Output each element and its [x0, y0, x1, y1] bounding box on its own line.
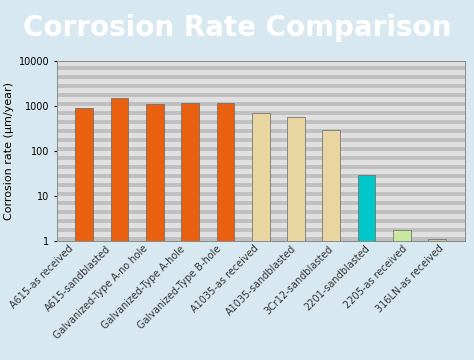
Bar — [57, 106, 465, 111]
Bar — [57, 93, 465, 97]
Bar — [57, 232, 465, 237]
Text: A615-as received: A615-as received — [9, 244, 75, 310]
Bar — [287, 117, 305, 360]
Text: Corrosion Rate Comparison: Corrosion Rate Comparison — [23, 14, 451, 42]
Bar — [57, 120, 465, 124]
Bar — [57, 75, 465, 79]
Text: 2205-as received: 2205-as received — [342, 244, 409, 310]
Bar — [57, 79, 465, 84]
Bar — [57, 111, 465, 115]
Text: Galvanized-Type A-hole: Galvanized-Type A-hole — [100, 244, 187, 330]
Y-axis label: Corrosion rate (μm/year): Corrosion rate (μm/year) — [4, 82, 14, 220]
Bar — [181, 103, 199, 360]
Bar — [57, 187, 465, 192]
Bar — [322, 130, 340, 360]
Bar — [57, 129, 465, 133]
Bar — [57, 174, 465, 178]
Bar — [57, 219, 465, 223]
Bar — [57, 183, 465, 187]
Text: 316LN-as received: 316LN-as received — [375, 244, 446, 315]
Bar — [57, 97, 465, 102]
Bar — [252, 113, 270, 360]
Bar — [57, 151, 465, 156]
Bar — [57, 124, 465, 129]
Bar — [57, 201, 465, 205]
Bar — [146, 104, 164, 360]
Bar — [57, 205, 465, 210]
Text: Galvanized-Type A-no hole: Galvanized-Type A-no hole — [52, 244, 149, 341]
Bar — [57, 88, 465, 93]
Bar — [57, 133, 465, 138]
Bar — [57, 237, 465, 241]
Bar — [393, 230, 410, 360]
Bar — [57, 147, 465, 151]
Bar — [57, 192, 465, 196]
Bar — [111, 98, 128, 360]
Bar — [57, 70, 465, 75]
Bar — [57, 102, 465, 106]
Bar — [57, 115, 465, 120]
Bar — [57, 165, 465, 169]
Bar — [57, 214, 465, 219]
Bar — [57, 142, 465, 147]
Bar — [57, 160, 465, 165]
Text: Galvanized-Type B-hole: Galvanized-Type B-hole — [137, 244, 224, 331]
Text: 2201-sandblasted: 2201-sandblasted — [303, 244, 372, 313]
Bar — [57, 84, 465, 88]
Bar — [57, 178, 465, 183]
Bar — [57, 228, 465, 232]
Bar — [75, 108, 93, 360]
Text: 3Cr12-sandblasted: 3Cr12-sandblasted — [263, 244, 335, 316]
Bar — [57, 66, 465, 70]
Bar — [57, 210, 465, 214]
Bar — [428, 239, 446, 360]
Text: A615-sandblasted: A615-sandblasted — [43, 244, 112, 313]
Bar — [358, 175, 375, 360]
Bar — [57, 138, 465, 142]
Bar — [57, 223, 465, 228]
Text: A1035-as received: A1035-as received — [190, 244, 261, 315]
Bar — [217, 103, 234, 360]
Bar — [57, 169, 465, 174]
Text: A1035-sandblasted: A1035-sandblasted — [224, 244, 298, 318]
Bar — [57, 61, 465, 66]
Bar — [57, 156, 465, 160]
Bar — [57, 196, 465, 201]
